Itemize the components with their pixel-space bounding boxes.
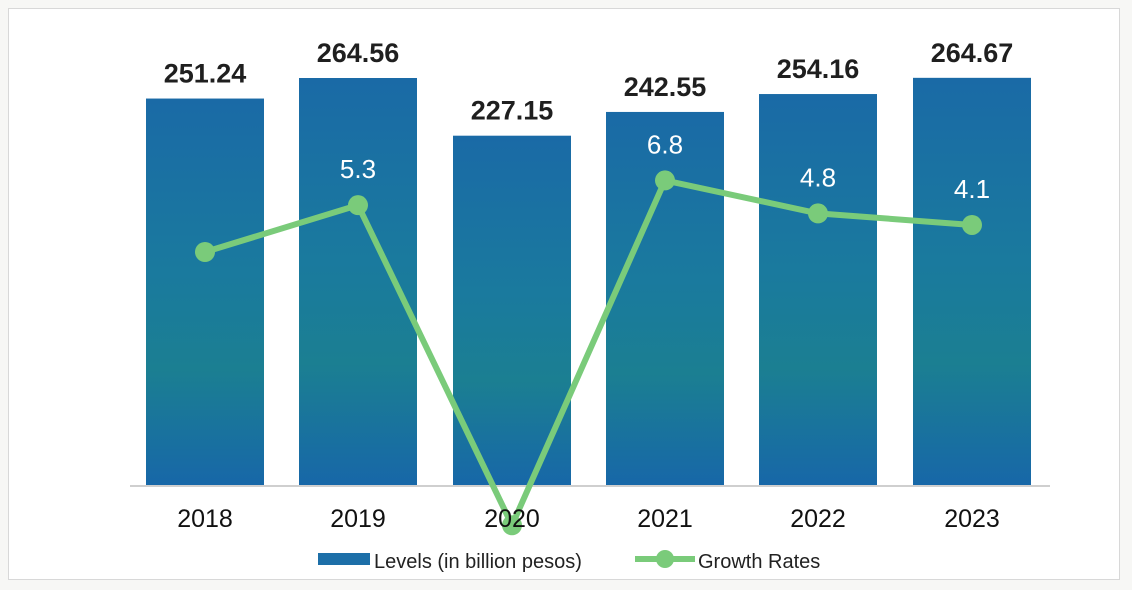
- legend: Levels (in billion pesos) Growth Rates: [318, 550, 820, 573]
- bar-2023: [913, 77, 1031, 487]
- growth-label-2020: -14.1: [482, 552, 541, 582]
- bar-2021: [606, 111, 724, 486]
- legend-label-growth: Growth Rates: [698, 551, 820, 573]
- growth-point-2019: [348, 195, 368, 216]
- growth-label-2021: 6.8: [647, 129, 683, 159]
- bar-2019: [299, 78, 417, 486]
- x-tick-label-2020: 2020: [484, 505, 540, 533]
- bar-value-label-2020: 227.15: [471, 96, 554, 126]
- bar-2018: [146, 98, 264, 487]
- bar-value-label-2019: 264.56: [317, 38, 400, 68]
- growth-point-2023: [962, 214, 982, 235]
- bar-2020: [453, 135, 571, 487]
- bar-value-label-2022: 254.16: [777, 54, 860, 84]
- bar-value-label-2018: 251.24: [164, 59, 247, 89]
- x-tick-label-2023: 2023: [944, 505, 1000, 533]
- growth-point-2020: [502, 515, 522, 536]
- x-tick-label-2022: 2022: [790, 505, 846, 533]
- x-tick-label-2021: 2021: [637, 505, 693, 533]
- growth-point-2022: [808, 203, 828, 224]
- growth-label-2022: 4.8: [800, 162, 836, 192]
- growth-rate-line: [204, 177, 973, 529]
- bar-value-labels: 251.24 264.56 227.15 242.55 254.16 264.67: [164, 38, 1014, 126]
- growth-point-2021: [655, 170, 675, 191]
- x-tick-label-2018: 2018: [177, 505, 233, 533]
- legend-swatch-levels: [318, 553, 370, 565]
- bar-value-label-2023: 264.67: [931, 38, 1014, 68]
- growth-label-2023: 4.1: [954, 174, 990, 204]
- growth-label-2019: 5.3: [340, 154, 376, 184]
- legend-marker-growth: [656, 550, 674, 568]
- bars-layer: [146, 77, 1031, 487]
- growth-line-layer: 5.3 -14.1 6.8 4.8 4.1: [195, 129, 990, 582]
- bar-value-label-2021: 242.55: [624, 72, 707, 102]
- x-tick-label-2019: 2019: [330, 505, 386, 533]
- legend-label-levels: Levels (in billion pesos): [374, 551, 582, 573]
- bar-2022: [759, 94, 877, 487]
- x-axis-ticks: 2018 2019 2020 2021 2022 2023: [177, 505, 1000, 533]
- growth-point-2018: [195, 242, 215, 262]
